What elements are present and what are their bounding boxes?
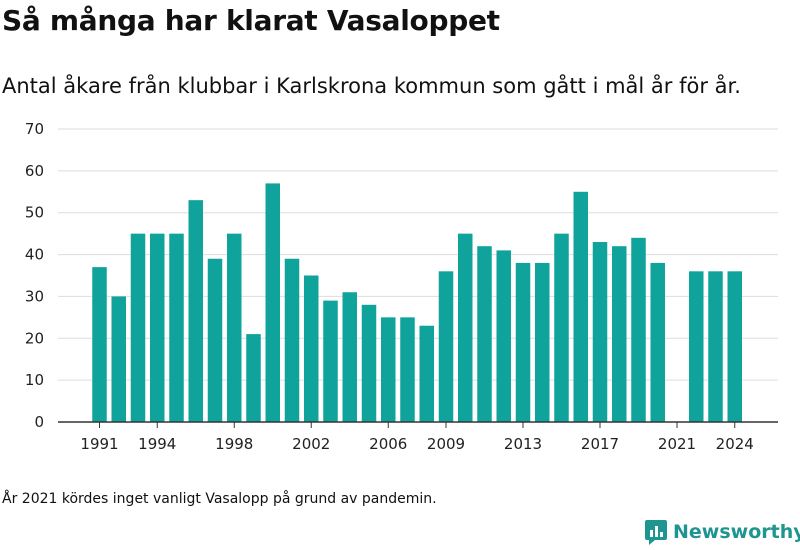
y-tick-label: 10 [25,371,44,389]
bar [169,233,184,422]
bar [304,275,319,422]
brand-logo: Newsworthy [645,518,800,546]
chart-title: Så många har klarat Vasaloppet [2,4,500,37]
bar [573,191,588,422]
newsworthy-logo-icon [645,520,667,545]
x-tick-label: 2006 [369,435,407,453]
bar [130,233,146,422]
bar [554,233,569,422]
bar [265,183,280,422]
y-tick-label: 70 [25,120,44,138]
x-tick-label: 2024 [716,435,754,453]
x-tick-label: 1998 [215,435,253,453]
bar [150,233,165,422]
y-tick-label: 0 [34,413,44,431]
x-tick-label: 2013 [504,435,542,453]
x-tick-label: 2009 [427,435,465,453]
bar [342,292,357,422]
bar [92,267,107,422]
brand-name: Newsworthy [673,521,800,543]
x-tick-label: 2002 [292,435,330,453]
bar [727,271,742,422]
x-tick-label: 1991 [80,435,118,453]
bar [419,325,434,422]
bar [477,246,492,422]
bar [284,258,300,422]
bar [708,271,723,422]
footnote: År 2021 kördes inget vanligt Vasalopp på… [2,491,437,507]
bar [400,317,415,422]
bar [515,262,531,422]
bar [631,237,646,422]
bar [496,250,511,422]
bar [381,317,396,422]
bar [207,258,223,422]
bar [592,242,608,422]
bar [227,233,242,422]
bar-chart: 0 10 20 30 40 50 60 70 1991 1994 1998 2002 2006 2009 2… [25,120,778,453]
chart-subtitle: Antal åkare från klubbar i Karlskrona ko… [2,74,741,98]
x-tick-label: 1994 [138,435,176,453]
y-tick-label: 40 [25,246,44,264]
bar [188,200,203,422]
bar [323,300,338,422]
bar [438,271,454,422]
bar [612,246,627,422]
x-tick-label: 2021 [658,435,696,453]
bar [650,262,665,422]
y-tick-label: 60 [25,162,44,180]
y-tick-label: 20 [25,329,44,347]
x-tick-label: 2017 [581,435,619,453]
bar [246,334,261,422]
y-tick-label: 30 [25,287,44,305]
bar [535,262,550,422]
y-tick-label: 50 [25,204,44,222]
bar [458,233,473,422]
bar [361,304,377,422]
bar [689,271,704,422]
bar [111,296,126,422]
